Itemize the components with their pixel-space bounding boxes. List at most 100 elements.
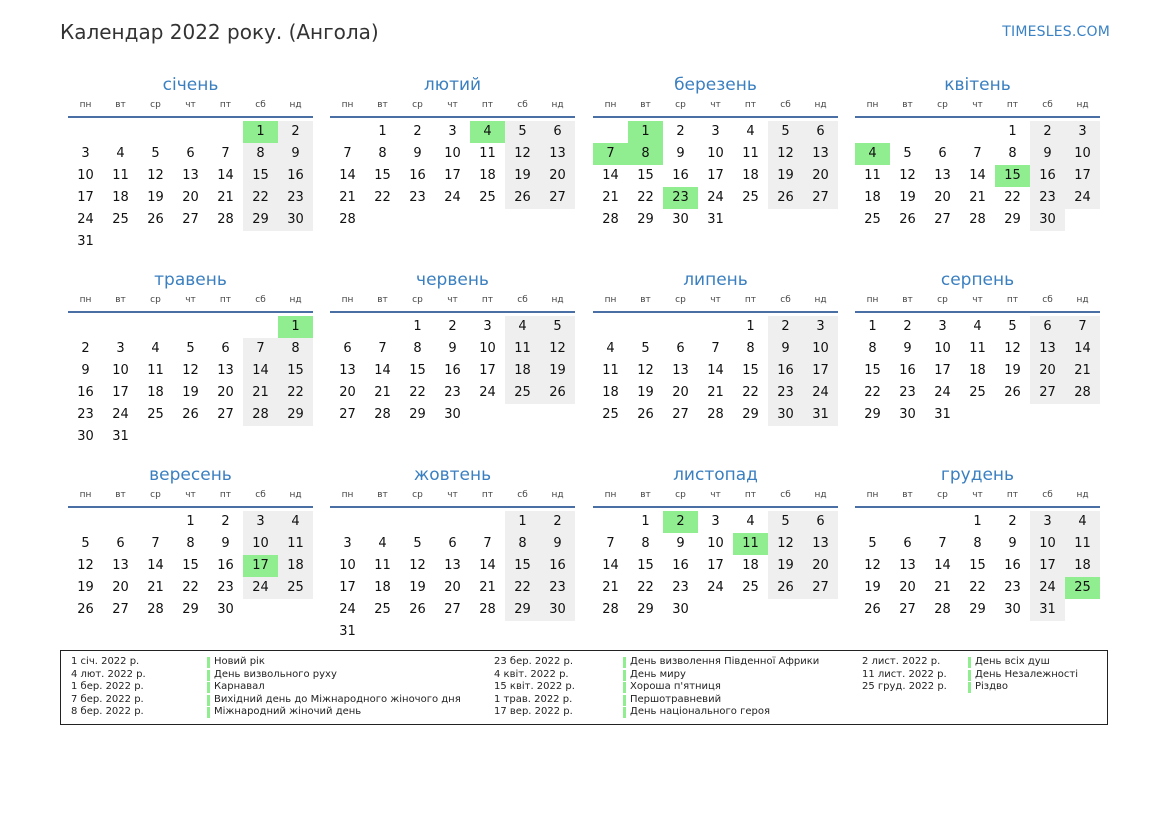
- day-cell: 28: [707, 407, 724, 422]
- weekday-label: нд: [1076, 100, 1089, 110]
- day-cell: 3: [448, 124, 457, 139]
- day-cell: 5: [540, 316, 575, 338]
- weekday-label: сб: [517, 295, 528, 305]
- day-cell: 22: [1004, 190, 1021, 205]
- month-divider: [855, 116, 1100, 118]
- day-cell: 5: [151, 146, 160, 161]
- holiday-day-cell: 15: [995, 165, 1030, 187]
- weekday-label: ср: [150, 490, 161, 500]
- calendar-grid: січень пн вт ср чт пт сб нд 1 2 3 4 5 6 7 8 9 10 11 12 13 14 1…: [68, 75, 1100, 639]
- day-cell: 28: [374, 407, 391, 422]
- day-cell: 27: [182, 212, 199, 227]
- day-cell: 6: [938, 146, 947, 161]
- day-cell: 28: [934, 602, 951, 617]
- holiday-name: День Незалежності: [975, 668, 1079, 680]
- day-cell: 12: [409, 558, 426, 573]
- day-cell: 22: [969, 580, 986, 595]
- weekday-label: пт: [481, 490, 494, 500]
- day-cell: 24: [934, 385, 951, 400]
- day-cell: 17: [339, 580, 356, 595]
- holiday-date: 1 трав. 2022 р.: [494, 693, 573, 705]
- weekday-label: пн: [341, 100, 354, 110]
- day-cell: 2: [221, 514, 230, 529]
- day-cell: 16: [672, 558, 689, 573]
- weekday-label: нд: [551, 100, 564, 110]
- holiday-date: 7 бер. 2022 р.: [71, 693, 144, 705]
- weekday-label: пт: [744, 295, 757, 305]
- day-cell: 8: [973, 536, 982, 551]
- day-cell: 10: [707, 146, 724, 161]
- day-cell: 10: [1065, 143, 1100, 165]
- holiday-name: Вихідний день до Міжнародного жіночого д…: [214, 693, 461, 705]
- weekday-label: чт: [972, 295, 983, 305]
- day-cell: 13: [339, 363, 356, 378]
- weekday-label: вт: [902, 490, 913, 500]
- day-cell: 9: [676, 146, 685, 161]
- weekday-label: сб: [1042, 490, 1053, 500]
- day-cell: 17: [707, 558, 724, 573]
- holiday-name: Карнавал: [214, 681, 265, 692]
- day-cell: 6: [803, 121, 838, 143]
- day-cell: 10: [479, 341, 496, 356]
- day-cell: 27: [803, 187, 838, 209]
- weekday-label: вт: [115, 295, 126, 305]
- day-cell: 14: [707, 363, 724, 378]
- day-cell: 18: [505, 360, 540, 382]
- day-cell: 17: [77, 190, 94, 205]
- day-cell: 28: [479, 602, 496, 617]
- holiday-name: День національного героя: [630, 706, 770, 717]
- day-cell: 22: [278, 382, 313, 404]
- day-cell: 11: [505, 338, 540, 360]
- day-cell: 3: [243, 511, 278, 533]
- weekday-label: пн: [79, 490, 92, 500]
- holiday-marker: [207, 694, 210, 706]
- weekday-label: нд: [814, 490, 827, 500]
- holiday-marker: [207, 707, 210, 718]
- month-divider: [855, 506, 1100, 508]
- day-cell: 5: [903, 146, 912, 161]
- day-cell: 20: [182, 190, 199, 205]
- day-cell: 30: [768, 404, 803, 426]
- day-cell: 15: [374, 168, 391, 183]
- day-cell: 1: [505, 511, 540, 533]
- day-cell: 2: [540, 511, 575, 533]
- weekday-label: ср: [937, 100, 948, 110]
- day-cell: 31: [1030, 599, 1065, 621]
- weekday-label: чт: [185, 490, 196, 500]
- day-cell: 1: [1008, 124, 1017, 139]
- holiday-marker: [968, 657, 971, 668]
- day-cell: 25: [742, 580, 759, 595]
- day-cell: 20: [540, 165, 575, 187]
- holiday-date: 15 квіт. 2022 р.: [494, 681, 575, 692]
- weekday-label: ср: [412, 295, 423, 305]
- day-cell: 29: [637, 212, 654, 227]
- day-cell: 10: [934, 341, 951, 356]
- weekday-label: вт: [902, 100, 913, 110]
- day-cell: 9: [768, 338, 803, 360]
- month-divider: [855, 311, 1100, 313]
- weekday-label: чт: [972, 100, 983, 110]
- day-cell: 22: [864, 385, 881, 400]
- day-cell: 31: [339, 624, 356, 639]
- brand-link[interactable]: TIMESLES.COM: [1002, 24, 1110, 40]
- day-cell: 1: [413, 319, 422, 334]
- day-cell: 21: [1065, 360, 1100, 382]
- day-cell: 25: [864, 212, 881, 227]
- weekday-label: пн: [866, 295, 879, 305]
- day-cell: 19: [899, 190, 916, 205]
- day-cell: 12: [540, 338, 575, 360]
- day-cell: 16: [672, 168, 689, 183]
- day-cell: 10: [112, 363, 129, 378]
- day-cell: 31: [934, 407, 951, 422]
- day-cell: 21: [217, 190, 234, 205]
- day-cell: 16: [1030, 165, 1065, 187]
- day-cell: 18: [112, 190, 129, 205]
- day-cell: 14: [374, 363, 391, 378]
- holiday-day-cell: 25: [1065, 577, 1100, 599]
- day-cell: 23: [278, 187, 313, 209]
- day-cell: 17: [803, 360, 838, 382]
- holiday-marker: [623, 682, 626, 693]
- holiday-date: 1 бер. 2022 р.: [71, 681, 144, 692]
- day-cell: 3: [116, 341, 125, 356]
- day-cell: 14: [339, 168, 356, 183]
